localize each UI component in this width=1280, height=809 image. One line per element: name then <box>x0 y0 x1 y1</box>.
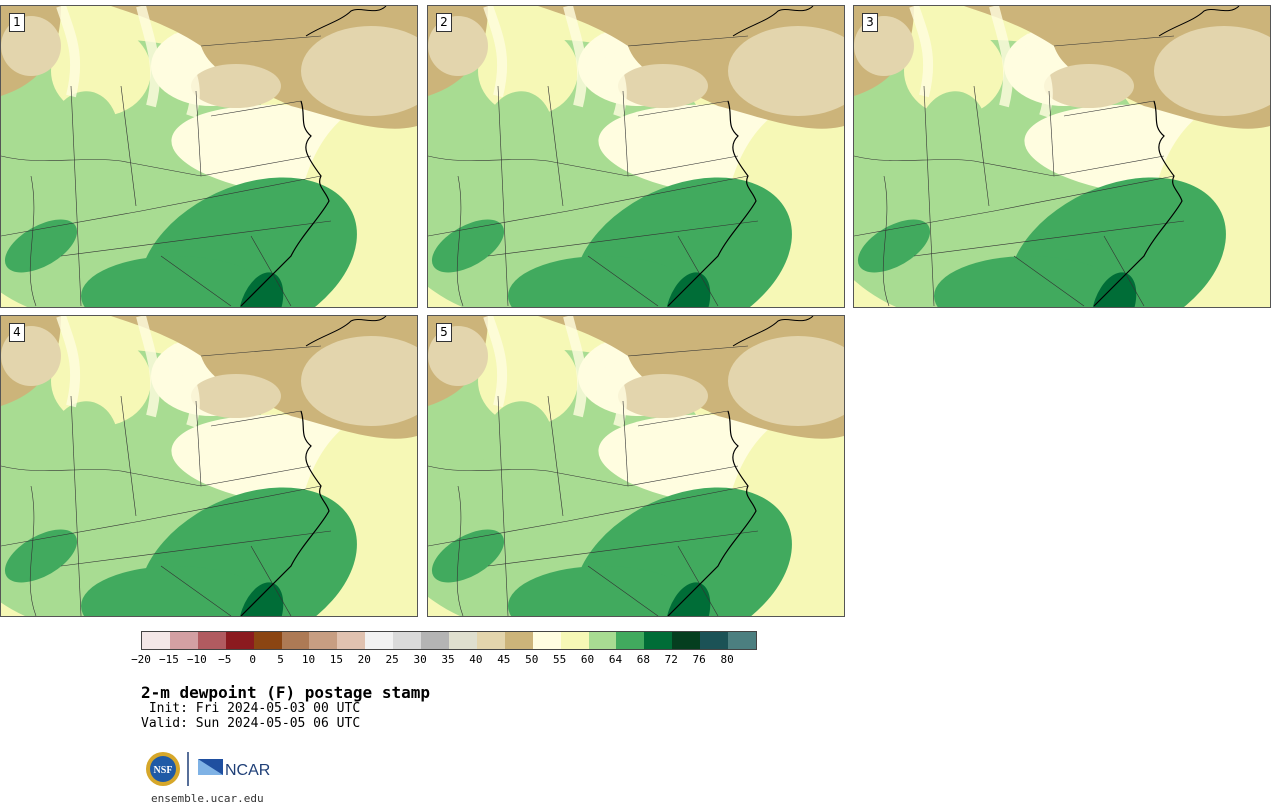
colorbar-swatch <box>644 632 673 649</box>
colorbar-tick-labels: −20 −15 −10 −5 0 5 10 15 20 25 30 35 40 45 50 55 60 64 68 7… <box>131 653 755 667</box>
colorbar-swatch <box>421 632 449 649</box>
colorbar-swatch <box>532 632 561 649</box>
colorbar-swatch <box>560 632 589 649</box>
panel-number-label: 3 <box>862 13 878 32</box>
colorbar-swatch <box>616 632 645 649</box>
colorbar-tick-label: 0 <box>249 653 256 666</box>
dewpoint-map <box>1 6 417 307</box>
colorbar-tick-label: −5 <box>218 653 232 666</box>
postage-stamp-panel-2: 2 <box>427 5 845 308</box>
colorbar-tick-label: 15 <box>329 653 343 666</box>
colorbar-tick-label: 80 <box>720 653 734 666</box>
colorbar-tick-label: 40 <box>469 653 483 666</box>
colorbar-tick-label: 20 <box>357 653 371 666</box>
colorbar-swatch <box>225 632 254 649</box>
colorbar-swatch <box>672 632 701 649</box>
postage-stamp-panel-1: 1 <box>0 5 418 308</box>
panel-number-label: 2 <box>436 13 452 32</box>
colorbar-swatch <box>281 632 310 649</box>
dewpoint-map <box>428 6 844 307</box>
dewpoint-map <box>428 316 844 616</box>
colorbar-tick-label: 45 <box>497 653 511 666</box>
colorbar-swatch <box>365 632 394 649</box>
panel-number-label: 1 <box>9 13 25 32</box>
colorbar-tick-label: 5 <box>277 653 284 666</box>
svg-text:NCAR: NCAR <box>225 762 270 779</box>
svg-text:NSF: NSF <box>154 765 173 776</box>
colorbar-swatch <box>309 632 338 649</box>
colorbar-swatch <box>393 632 422 649</box>
valid-time: Valid: Sun 2024-05-05 06 UTC <box>141 716 361 731</box>
colorbar-swatch <box>588 632 617 649</box>
colorbar-tick-label: 30 <box>413 653 427 666</box>
colorbar-swatch <box>253 632 282 649</box>
colorbar-swatch <box>169 632 198 649</box>
colorbar-tick-label: 25 <box>385 653 399 666</box>
colorbar-swatch <box>700 632 729 649</box>
colorbar-tick-label: 68 <box>636 653 650 666</box>
postage-stamp-panel-3: 3 <box>853 5 1271 308</box>
colorbar-tick-label: 35 <box>441 653 455 666</box>
website-link[interactable]: ensemble.ucar.edu <box>151 792 264 805</box>
colorbar-tick-label: 55 <box>553 653 567 666</box>
dewpoint-map <box>1 316 417 616</box>
colorbar-swatch <box>197 632 226 649</box>
colorbar-swatch <box>504 632 533 649</box>
plot-title: 2-m dewpoint (F) postage stamp <box>141 683 430 702</box>
postage-stamp-panel-5: 5 <box>427 315 845 617</box>
colorbar-tick-label: 76 <box>692 653 706 666</box>
postage-stamp-panel-4: 4 <box>0 315 418 617</box>
colorbar-tick-label: 64 <box>608 653 623 666</box>
colorbar-swatch <box>142 632 170 649</box>
colorbar-tick-label: −15 <box>158 653 179 666</box>
ncar-logo-icon: NCAR <box>198 759 270 779</box>
panel-number-label: 4 <box>9 323 25 342</box>
colorbar-tick-label: 10 <box>301 653 316 666</box>
nsf-logo-icon: NSF <box>146 752 180 786</box>
colorbar-swatch <box>337 632 366 649</box>
colorbar-tick-label: 72 <box>664 653 678 666</box>
panel-number-label: 5 <box>436 323 452 342</box>
colorbar-swatch <box>476 632 505 649</box>
init-time: Init: Fri 2024-05-03 00 UTC <box>141 701 361 716</box>
logos: NSF NCAR <box>143 748 283 790</box>
colorbar-tick-label: 50 <box>525 653 539 666</box>
dewpoint-map <box>854 6 1270 307</box>
colorbar-tick-label: −10 <box>186 653 207 666</box>
colorbar-tick-label: 60 <box>580 653 595 666</box>
colorbar-swatch <box>728 632 756 649</box>
colorbar-tick-label: −20 <box>131 653 151 666</box>
colorbar-swatch <box>448 632 477 649</box>
dewpoint-colorbar <box>141 631 757 650</box>
